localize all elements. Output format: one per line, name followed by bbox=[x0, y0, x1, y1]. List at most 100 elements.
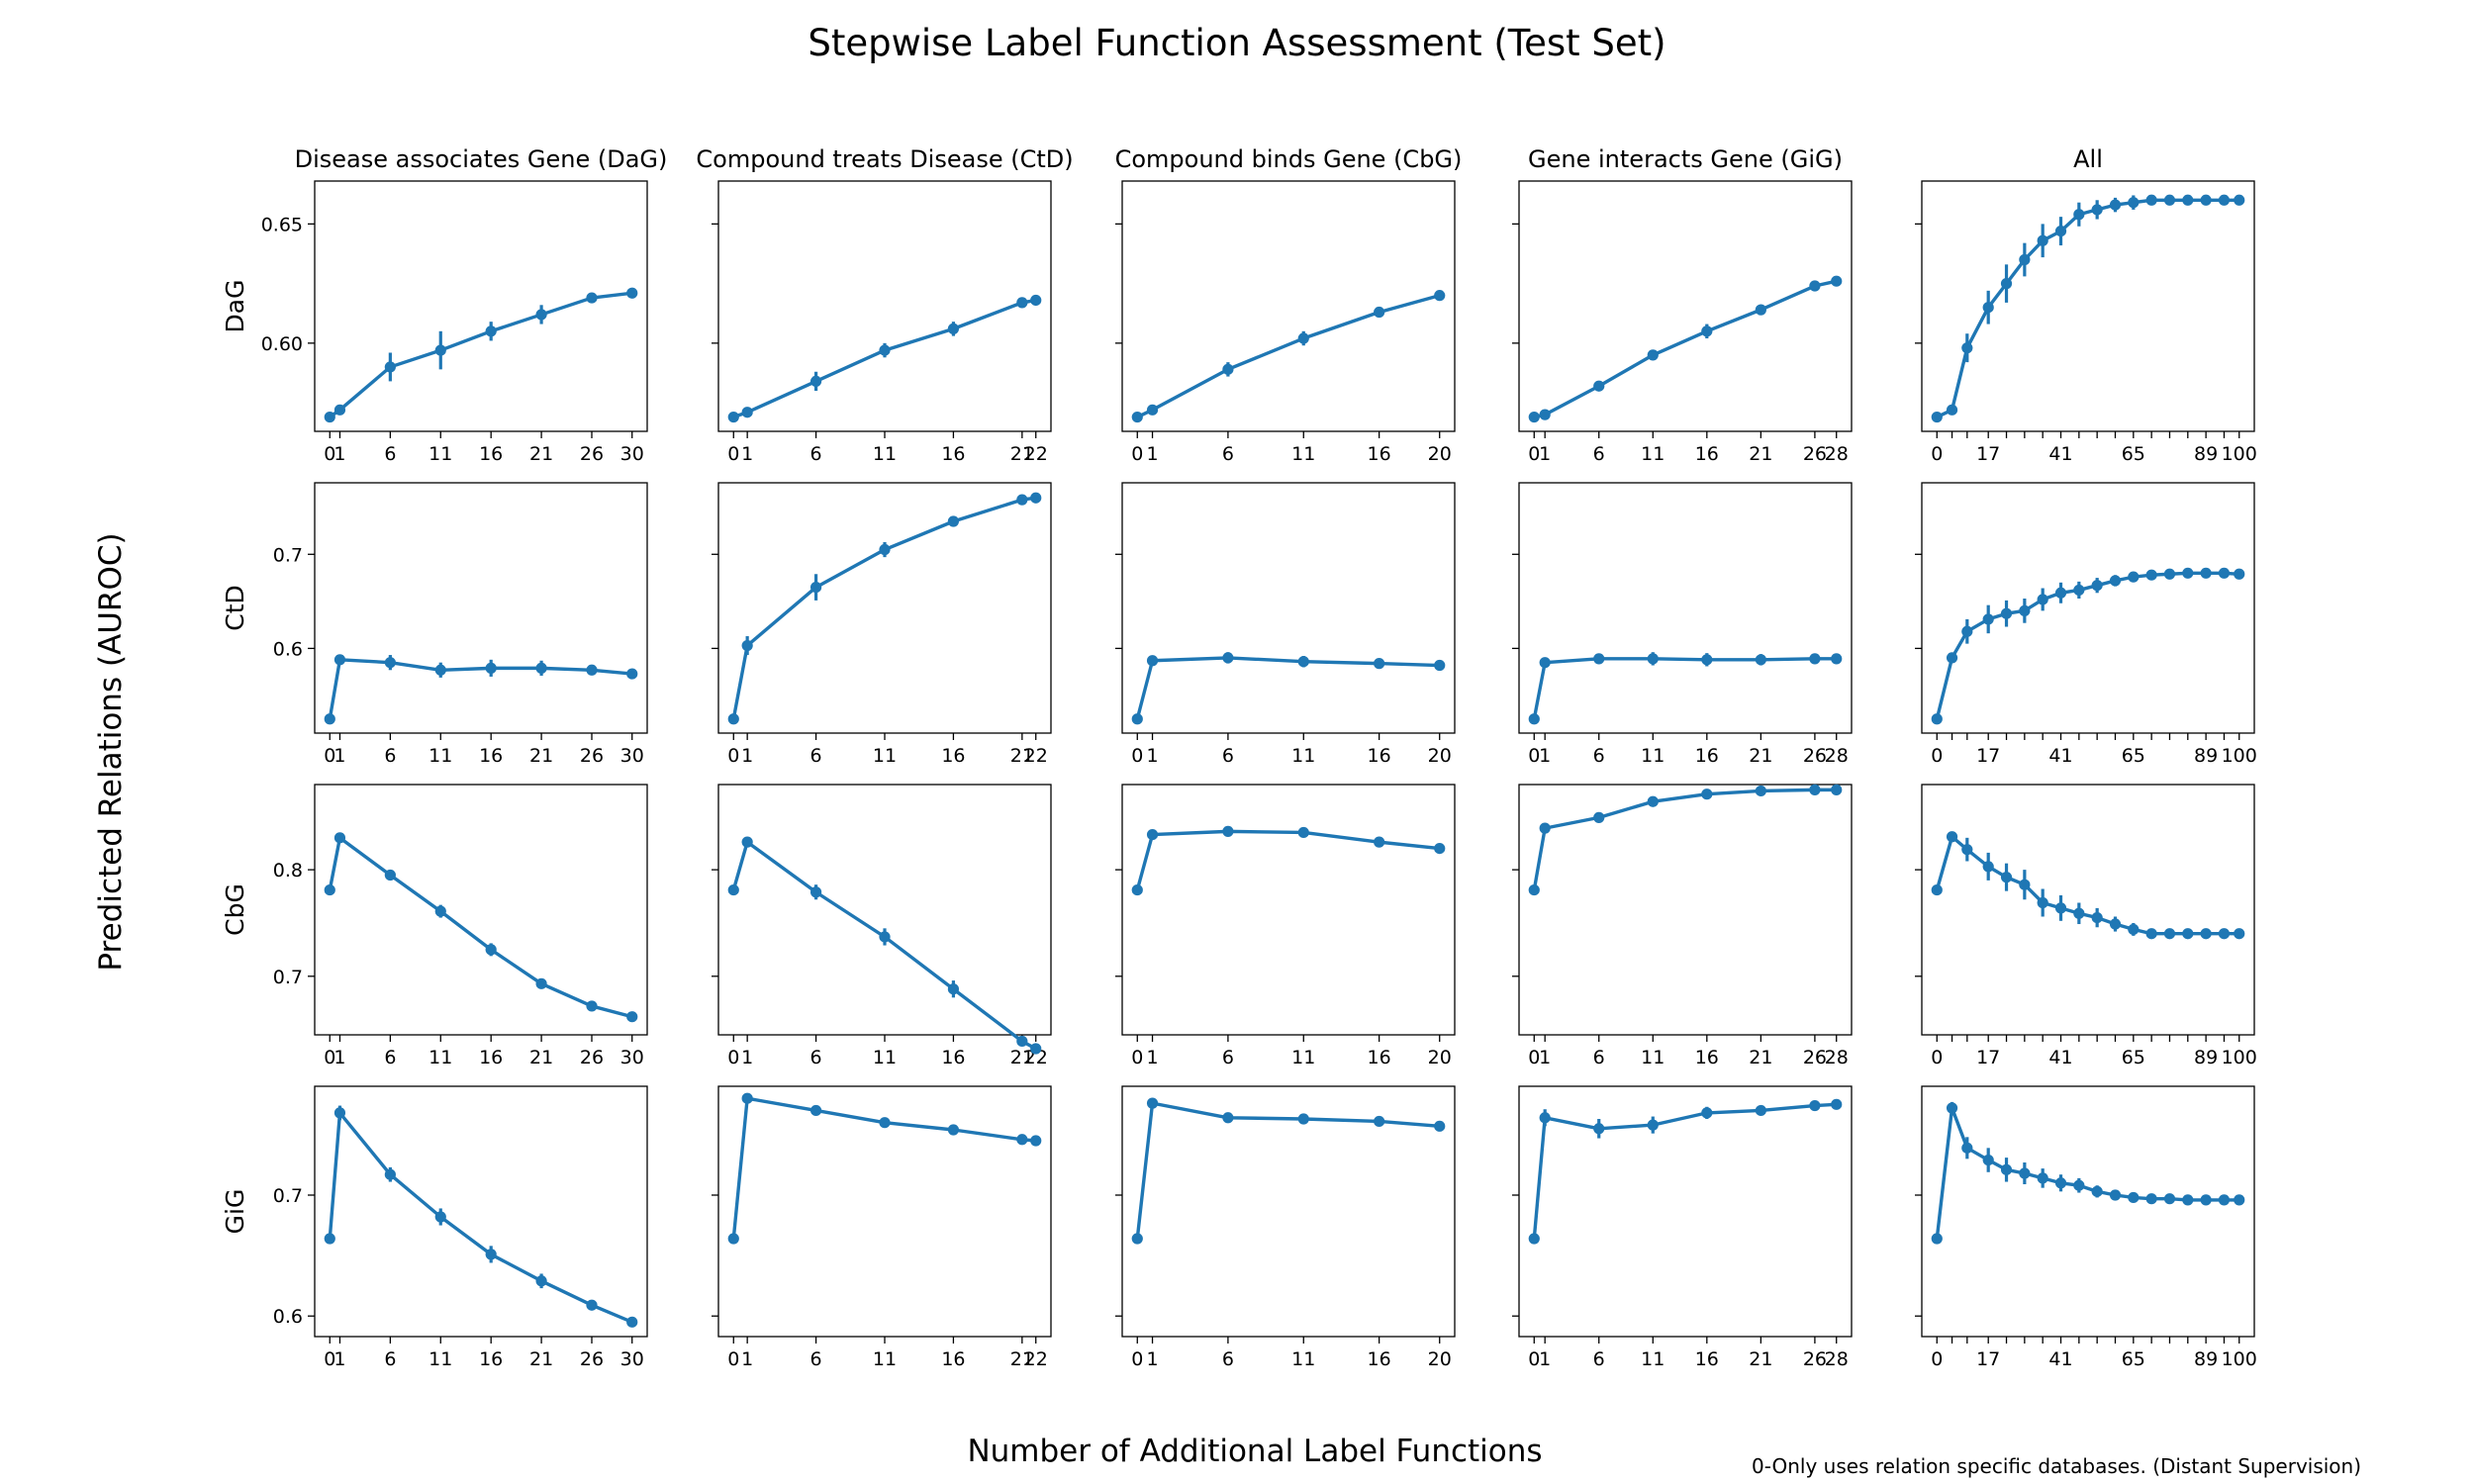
data-point bbox=[2163, 928, 2176, 940]
data-point bbox=[2234, 194, 2245, 206]
data-point bbox=[1374, 1115, 1385, 1128]
x-tick-label: 28 bbox=[1825, 443, 1849, 465]
x-tick-label: 1 bbox=[333, 1047, 345, 1068]
data-point bbox=[947, 1124, 960, 1136]
x-tick-label: 26 bbox=[1803, 443, 1827, 465]
data-point bbox=[586, 1000, 598, 1012]
data-point bbox=[1222, 825, 1234, 837]
subplot-gig-0: 0.60.701 6 11 16 21 26 30 bbox=[273, 1085, 648, 1370]
series-line bbox=[1935, 571, 2239, 720]
data-point bbox=[2109, 1189, 2122, 1201]
data-point bbox=[2218, 928, 2231, 940]
data-point bbox=[1131, 713, 1143, 725]
x-tick-label: 41 bbox=[2048, 1047, 2072, 1068]
x-tick-label: 1 bbox=[333, 745, 345, 767]
data-point bbox=[2054, 587, 2067, 599]
x-tick-label: 6 bbox=[384, 443, 396, 465]
data-point bbox=[1146, 404, 1159, 416]
data-point bbox=[2019, 879, 2031, 890]
x-tick-label: 6 bbox=[810, 1348, 822, 1370]
data-point bbox=[324, 1233, 335, 1245]
x-tick-label: 17 bbox=[1976, 1348, 2000, 1370]
x-tick-label: 11 bbox=[873, 1348, 897, 1370]
series-line bbox=[328, 1111, 633, 1324]
x-tick-label: 11 bbox=[1291, 745, 1315, 767]
axes-frame bbox=[717, 180, 1052, 432]
x-tick-label: 1 bbox=[1539, 1348, 1551, 1370]
data-point bbox=[2163, 568, 2176, 580]
data-point bbox=[1931, 411, 1943, 423]
x-tick-label: 22 bbox=[1024, 745, 1048, 767]
x-tick-label: 16 bbox=[941, 1047, 965, 1068]
series-line bbox=[1532, 1102, 1837, 1240]
data-point bbox=[434, 344, 446, 356]
x-tick-label: 21 bbox=[1749, 1348, 1772, 1370]
data-point bbox=[384, 361, 396, 373]
x-tick-label: 28 bbox=[1825, 745, 1849, 767]
data-point bbox=[384, 869, 396, 881]
axes-frame bbox=[1121, 482, 1456, 734]
data-point bbox=[1222, 652, 1234, 664]
x-tick-label: 16 bbox=[1368, 745, 1391, 767]
subplot-cbg-4: 0 17 41 65 89 100 bbox=[1915, 784, 2257, 1068]
x-tick-label: 0 bbox=[324, 1047, 335, 1068]
x-tick-label: 11 bbox=[428, 443, 452, 465]
x-tick-label: 16 bbox=[941, 443, 965, 465]
data-point bbox=[1146, 829, 1159, 841]
data-point bbox=[1146, 1097, 1159, 1109]
axes-frame bbox=[1921, 784, 2255, 1036]
subplot-ctd-4: 0 17 41 65 89 100 bbox=[1915, 482, 2257, 767]
x-tick-label: 21 bbox=[1010, 1348, 1034, 1370]
data-point bbox=[2000, 872, 2013, 883]
x-tick-label: 6 bbox=[1593, 745, 1605, 767]
data-point bbox=[1701, 325, 1713, 337]
axes-frame bbox=[717, 784, 1052, 1036]
data-point bbox=[2037, 1172, 2048, 1184]
x-tick-label: 0 bbox=[1528, 443, 1540, 465]
data-point bbox=[626, 668, 638, 680]
data-point bbox=[809, 581, 822, 594]
x-tick-label: 17 bbox=[1976, 1047, 2000, 1068]
y-tick-label: 0.6 bbox=[273, 638, 303, 660]
subplot-cbg-0: 0.70.801 6 11 16 21 26 30 bbox=[273, 784, 648, 1068]
data-point bbox=[1809, 1099, 1821, 1112]
data-point bbox=[727, 713, 739, 725]
data-point bbox=[1701, 654, 1713, 666]
series-line bbox=[1935, 1106, 2239, 1240]
series-line bbox=[731, 840, 1037, 1051]
x-tick-label: 11 bbox=[428, 1047, 452, 1068]
x-tick-label: 89 bbox=[2194, 1047, 2218, 1068]
data-point bbox=[727, 883, 739, 896]
data-point bbox=[947, 515, 960, 527]
data-point bbox=[1030, 294, 1042, 307]
x-tick-label: 6 bbox=[384, 1047, 396, 1068]
data-point bbox=[2073, 584, 2085, 597]
data-point bbox=[324, 883, 335, 896]
data-point bbox=[1528, 883, 1540, 896]
x-tick-label: 11 bbox=[1641, 1047, 1665, 1068]
x-tick-label: 0 bbox=[1131, 745, 1143, 767]
x-tick-label: 1 bbox=[1146, 745, 1158, 767]
x-tick-label: 16 bbox=[479, 1348, 503, 1370]
data-point bbox=[2091, 580, 2103, 592]
data-point bbox=[1146, 655, 1159, 667]
data-point bbox=[2054, 902, 2067, 914]
x-tick-label: 17 bbox=[1976, 745, 2000, 767]
x-tick-label: 11 bbox=[873, 443, 897, 465]
axes-frame bbox=[1121, 784, 1456, 1036]
data-point bbox=[1593, 811, 1605, 823]
data-point bbox=[1931, 883, 1943, 896]
x-tick-label: 0 bbox=[1131, 1348, 1143, 1370]
x-tick-label: 16 bbox=[1695, 1047, 1719, 1068]
data-point bbox=[2182, 567, 2194, 579]
data-point bbox=[586, 664, 598, 676]
data-point bbox=[1831, 1098, 1843, 1110]
data-point bbox=[1647, 1119, 1659, 1131]
data-point bbox=[434, 905, 446, 917]
y-tick-label: 0.65 bbox=[261, 214, 303, 235]
data-point bbox=[879, 1117, 891, 1129]
x-tick-label: 6 bbox=[1593, 1348, 1605, 1370]
